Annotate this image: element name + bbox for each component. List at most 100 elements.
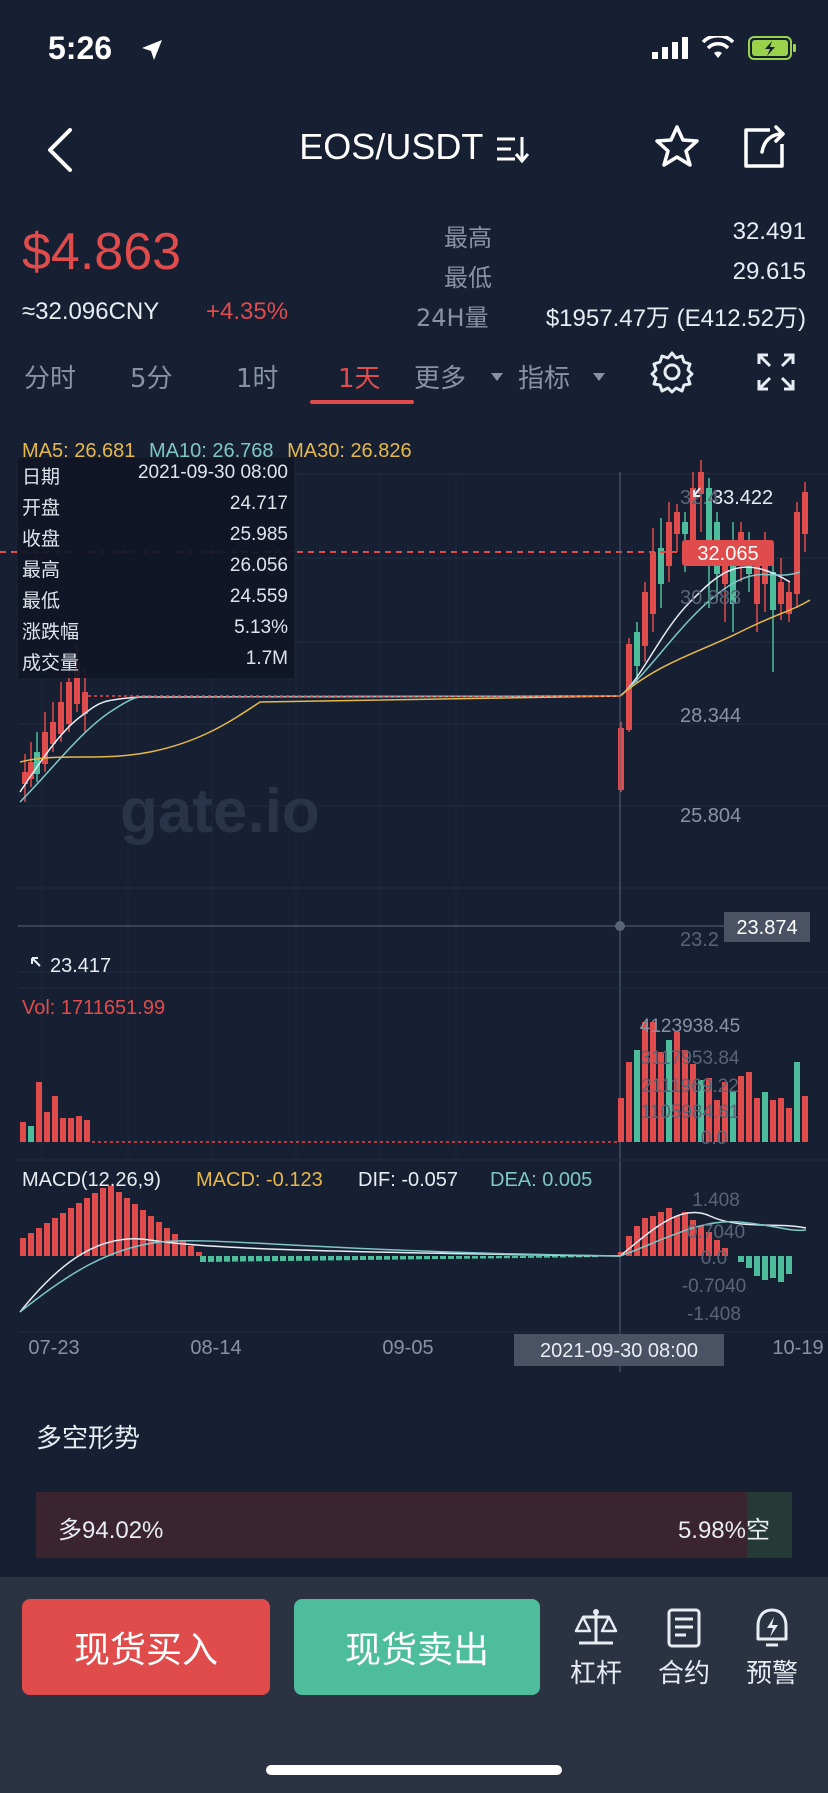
volume-bar: [754, 1098, 760, 1142]
macd-bar: [738, 1256, 744, 1262]
info-key: 日期: [22, 466, 61, 488]
contract-button[interactable]: 合约: [644, 1607, 724, 1690]
candle-body: [642, 592, 648, 646]
alert-icon: [756, 1608, 788, 1647]
share-icon[interactable]: [740, 122, 788, 172]
current-price-label: 32.065: [697, 543, 758, 565]
macd-bar: [352, 1256, 358, 1261]
candle-body: [682, 522, 688, 534]
macd-bar: [280, 1256, 286, 1261]
candle-body: [658, 548, 664, 584]
macd-bar: [384, 1256, 390, 1260]
short-ratio-fill: [746, 1492, 792, 1558]
macd-bar: [552, 1256, 558, 1258]
macd-bar: [674, 1216, 680, 1256]
macd-bar: [512, 1256, 518, 1259]
macd-bar: [560, 1256, 566, 1258]
volume-bar: [714, 1100, 720, 1142]
info-row: 开盘 24.717: [18, 489, 294, 520]
macd-bar: [20, 1238, 26, 1256]
axis-label: 28.344: [680, 705, 741, 727]
macd-bar: [618, 1252, 624, 1256]
star-icon[interactable]: [652, 122, 702, 172]
macd-bar: [392, 1256, 398, 1260]
macd-bar: [488, 1256, 494, 1259]
low-marker-label: 23.417: [50, 955, 111, 977]
volume-bar: [794, 1062, 800, 1142]
tab-more[interactable]: 更多: [414, 364, 467, 394]
alert-label: 预警: [745, 1659, 798, 1689]
macd-bar: [568, 1256, 574, 1258]
volume-bar: [52, 1096, 58, 1142]
macd-bar: [132, 1204, 138, 1256]
tab-5min[interactable]: 5分: [130, 364, 173, 394]
tab-1day[interactable]: 1天: [338, 364, 381, 394]
long-short-ratio-bar: 多94.02% 5.98%空: [36, 1492, 792, 1558]
spot-sell-button[interactable]: 现货卖出: [294, 1599, 540, 1695]
ma30-value: MA30: 26.826: [287, 440, 412, 462]
current-price-tag: [682, 540, 774, 566]
high-label: 最高: [444, 224, 492, 252]
macd-bar: [376, 1256, 382, 1260]
pair-switch-icon[interactable]: [495, 134, 529, 164]
tab-timeshare[interactable]: 分时: [24, 364, 77, 394]
macd-axis-label: -1.408: [687, 1304, 741, 1325]
info-value: 25.985: [229, 524, 288, 545]
macd-bar: [68, 1208, 74, 1256]
candle-body: [690, 488, 696, 544]
volume-axis-label: 0.0: [701, 1128, 727, 1149]
margin-button[interactable]: 杠杆: [556, 1607, 636, 1690]
tab-indicators[interactable]: 指标: [518, 364, 571, 394]
volume-bar: [690, 1064, 696, 1142]
interval-tabs: 分时 5分 1时 1天 更多 指标: [0, 350, 828, 410]
macd-axis-label: 0.0: [701, 1248, 727, 1269]
dif-value: DIF: -0.057: [358, 1169, 458, 1191]
candle-body: [706, 488, 712, 564]
macd-bar: [754, 1256, 760, 1276]
alert-button[interactable]: 预警: [732, 1607, 812, 1690]
high-arrow-icon: [693, 487, 701, 497]
macd-bar: [320, 1256, 326, 1261]
volume-label: Vol: 1711651.99: [22, 997, 165, 1019]
candle-body: [74, 662, 80, 704]
dif-line: [19, 1211, 807, 1313]
macd-bar: [216, 1256, 222, 1262]
macd-bar: [272, 1256, 278, 1262]
chevron-down-icon: [593, 373, 605, 381]
crosshair-price-label: 23.874: [736, 917, 797, 939]
volume-bar: [618, 1098, 624, 1142]
macd-bar: [208, 1256, 214, 1262]
price-change: +4.35%: [206, 298, 289, 325]
volume-bar: [746, 1072, 752, 1142]
nav-bar: EOS/USDT: [0, 100, 828, 200]
ma5-value: MA5: 26.681: [22, 440, 136, 462]
candle-body: [58, 702, 64, 734]
volume-bar: [786, 1108, 792, 1142]
macd-bar: [288, 1256, 294, 1261]
info-value: 26.056: [229, 555, 288, 576]
macd-bar: [180, 1240, 186, 1256]
volume-bar: [642, 1022, 648, 1142]
macd-bar: [440, 1256, 446, 1259]
page-title[interactable]: EOS/USDT: [0, 126, 828, 168]
short-ratio: 5.98%空: [677, 1517, 770, 1544]
macd-bar: [76, 1203, 82, 1256]
volume-bar: [76, 1116, 82, 1142]
macd-bar: [576, 1256, 582, 1258]
back-icon[interactable]: [40, 122, 80, 178]
gear-icon[interactable]: [650, 350, 694, 394]
macd-bar: [240, 1256, 246, 1262]
macd-bar: [312, 1256, 318, 1261]
ma10-value: MA10: 26.768: [148, 440, 274, 462]
macd-axis-label: -0.7040: [682, 1276, 746, 1297]
contract-icon: [667, 1608, 701, 1648]
fullscreen-icon[interactable]: [756, 352, 796, 392]
spot-buy-button[interactable]: 现货买入: [22, 1599, 270, 1695]
tab-1hour[interactable]: 1时: [236, 364, 279, 394]
candle-info-box: 日期 2021-09-30 08:00 开盘 24.717 收盘 25.985 最高 2…: [18, 458, 294, 678]
candle-body: [730, 542, 736, 604]
axis-label: 23.2: [680, 929, 719, 951]
macd-bar: [706, 1232, 712, 1256]
macd-bar: [232, 1256, 238, 1262]
